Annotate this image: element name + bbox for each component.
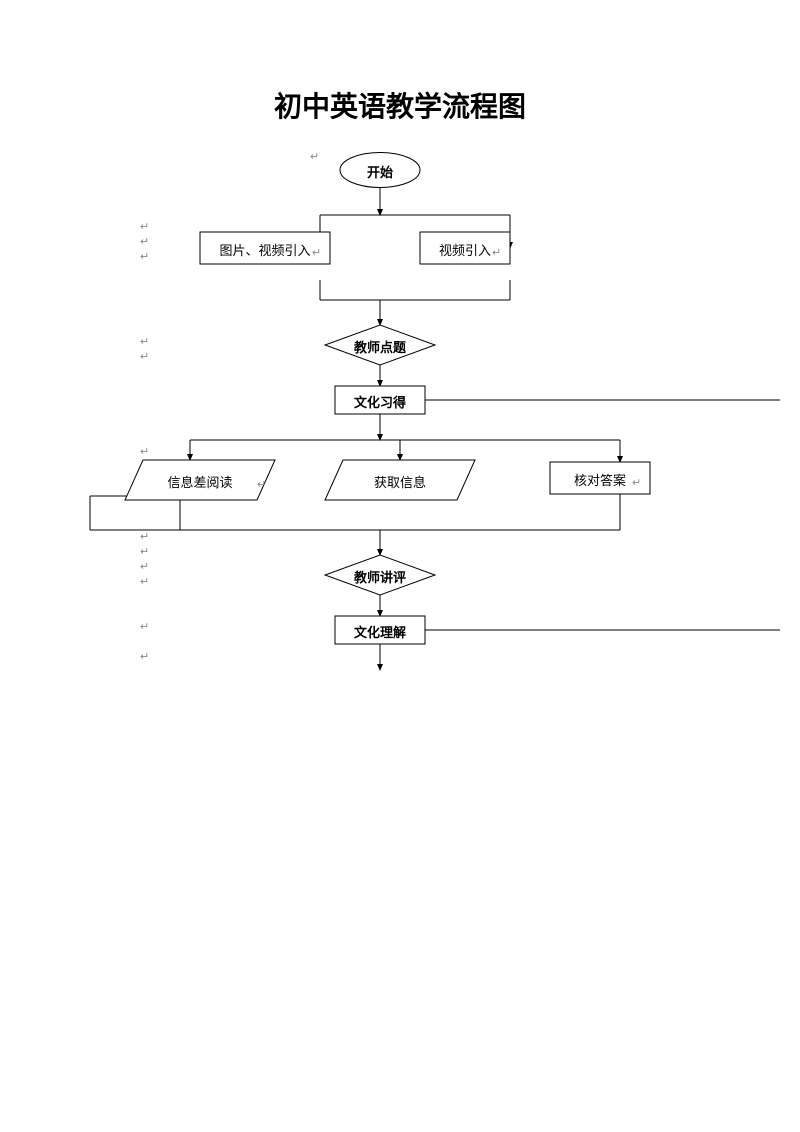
return-marker: ↵ xyxy=(257,478,266,491)
paragraph-marker: ↵ xyxy=(140,530,149,543)
paragraph-marker: ↵ xyxy=(140,250,149,263)
paragraph-marker: ↵ xyxy=(140,235,149,248)
paragraph-marker: ↵ xyxy=(140,335,149,348)
node-label-get_info: 获取信息 xyxy=(325,472,475,491)
paragraph-marker: ↵ xyxy=(140,650,149,663)
return-marker: ↵ xyxy=(312,246,321,259)
paragraph-marker: ↵ xyxy=(140,620,149,633)
return-marker: ↵ xyxy=(492,246,501,259)
node-label-teacher_review: 教师讲评 xyxy=(325,567,435,586)
paragraph-marker: ↵ xyxy=(140,560,149,573)
paragraph-marker: ↵ xyxy=(310,150,319,163)
return-marker: ↵ xyxy=(632,476,641,489)
node-label-start: 开始 xyxy=(340,162,420,181)
paragraph-marker: ↵ xyxy=(140,350,149,363)
node-label-culture_und: 文化理解 xyxy=(335,622,425,641)
node-label-pic_video: 图片、视频引入 xyxy=(200,240,330,259)
node-label-info_gap: 信息差阅读 xyxy=(125,472,275,491)
paragraph-marker: ↵ xyxy=(140,220,149,233)
paragraph-marker: ↵ xyxy=(140,545,149,558)
paragraph-marker: ↵ xyxy=(140,575,149,588)
node-label-teacher_topic: 教师点题 xyxy=(325,337,435,356)
paragraph-marker: ↵ xyxy=(140,445,149,458)
node-label-culture_acq: 文化习得 xyxy=(335,392,425,411)
